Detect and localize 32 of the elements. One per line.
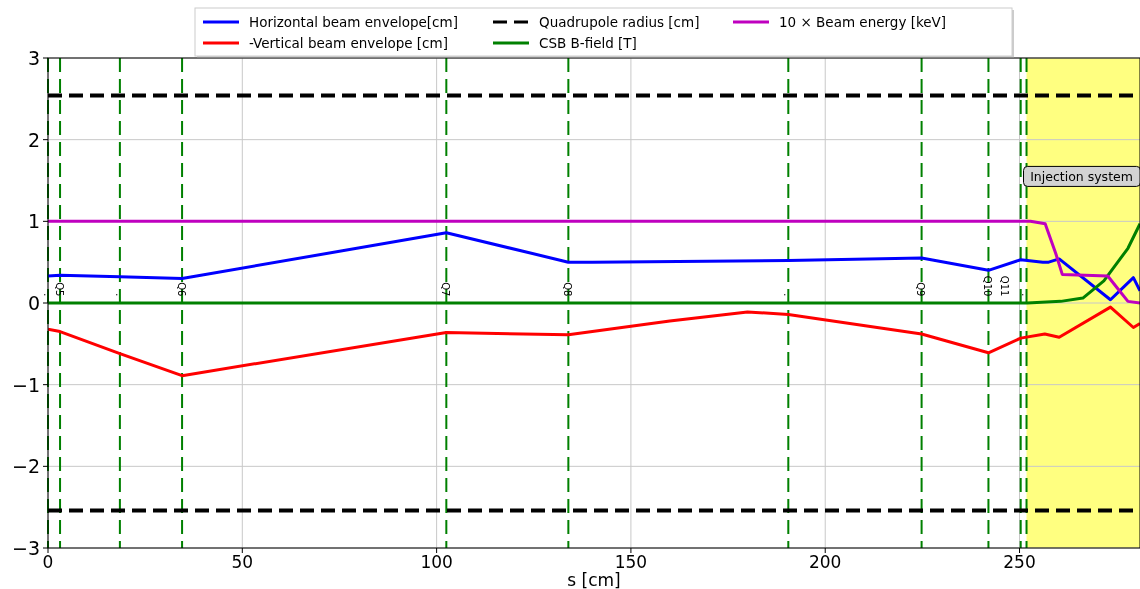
y-tick-label: −2 <box>11 455 40 478</box>
ref-line-label: Q9 <box>915 282 927 297</box>
legend-label: -Vertical beam envelope [cm] <box>249 35 448 51</box>
ref-line-label: . <box>41 293 53 297</box>
x-axis-title: s [cm] <box>567 570 621 589</box>
legend-label: Horizontal beam envelope[cm] <box>249 14 458 30</box>
ref-line-label: Q8 <box>562 282 574 297</box>
x-tick-label: 250 <box>1003 552 1036 572</box>
ref-line-label: Q5 <box>53 282 65 297</box>
y-tick-label: 3 <box>27 47 40 69</box>
y-tick-label: 0 <box>27 292 40 314</box>
y-tick-label: 2 <box>27 128 40 151</box>
x-tick-label: 200 <box>809 552 842 572</box>
ref-line-label: Q11 <box>999 275 1011 297</box>
x-tick-label: 50 <box>231 552 254 572</box>
x-tick-label: 0 <box>42 552 54 572</box>
legend-label: Quadrupole radius [cm] <box>539 14 700 30</box>
ref-line-label: . <box>782 293 794 297</box>
band-label: Injection system <box>1030 168 1133 184</box>
ref-line-label: Q10 <box>982 275 994 297</box>
ref-line-label: . <box>1020 293 1032 297</box>
legend-label: CSB B-field [T] <box>539 35 637 51</box>
x-tick-label: 150 <box>614 552 648 572</box>
y-tick-label: −3 <box>11 537 40 559</box>
line-series <box>48 305 1140 378</box>
y-tick-label: −1 <box>11 373 40 396</box>
ref-line-label: . <box>113 293 125 297</box>
x-tick-label: 100 <box>420 552 453 572</box>
ref-line-label: Q6 <box>175 282 187 297</box>
ref-line-label: Q7 <box>440 282 452 297</box>
y-tick-label: 1 <box>27 210 40 233</box>
legend-label: 10 × Beam energy [keV] <box>779 14 947 30</box>
